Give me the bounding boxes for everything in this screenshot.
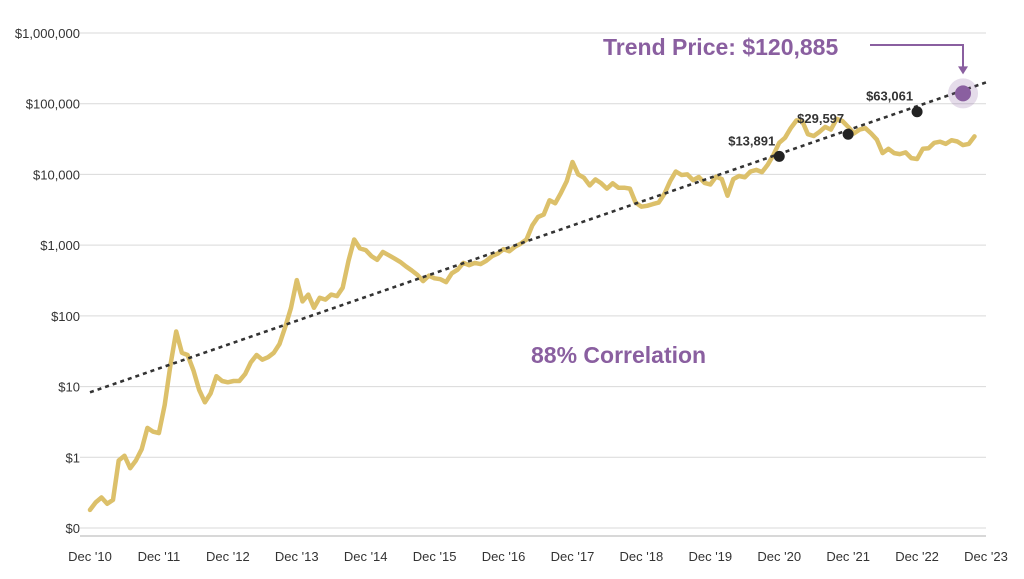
x-tick-label: Dec '13 bbox=[275, 549, 319, 564]
x-tick-label: Dec '23 bbox=[964, 549, 1008, 564]
x-tick-label: Dec '10 bbox=[68, 549, 112, 564]
trend-line bbox=[89, 81, 987, 394]
headline-annotation: Trend Price: $120,885 bbox=[603, 34, 838, 60]
x-tick-label: Dec '16 bbox=[482, 549, 526, 564]
y-tick-label: $1,000 bbox=[40, 238, 80, 253]
x-tick-label: Dec '14 bbox=[344, 549, 388, 564]
price-line bbox=[87, 116, 977, 513]
y-tick-label: $0 bbox=[66, 521, 80, 536]
headline-connector bbox=[870, 44, 964, 69]
x-tick-label: Dec '19 bbox=[688, 549, 732, 564]
y-tick-label: $10,000 bbox=[33, 167, 80, 182]
trend-marker-label: $13,891 bbox=[728, 133, 775, 148]
trend-marker-label: $29,597 bbox=[797, 111, 844, 126]
y-tick-label: $1,000,000 bbox=[15, 26, 80, 41]
trend-marker-label: $63,061 bbox=[866, 89, 913, 104]
x-tick-label: Dec '12 bbox=[206, 549, 250, 564]
x-tick-label: Dec '20 bbox=[757, 549, 801, 564]
x-tick-label: Dec '15 bbox=[413, 549, 457, 564]
x-axis: Dec '10 Dec '11 Dec '12 Dec '13 Dec '14 Dec '… bbox=[68, 535, 1008, 564]
y-tick-label: $10 bbox=[58, 380, 80, 395]
y-tick-label: $100 bbox=[51, 309, 80, 324]
annotations-layer: Trend Price: $120,885 88% Correlation bbox=[531, 34, 838, 368]
y-tick-label: $1 bbox=[66, 450, 80, 465]
x-tick-label: Dec '11 bbox=[138, 549, 181, 564]
correlation-annotation: 88% Correlation bbox=[531, 342, 706, 368]
highlight-marker bbox=[955, 85, 972, 102]
y-axis: $1,000,000 $100,000 $10,000 $1,000 $100 $10 $1… bbox=[15, 26, 80, 536]
series-layer bbox=[87, 81, 987, 513]
x-tick-label: Dec '18 bbox=[620, 549, 664, 564]
markers-layer: $13,891 $29,597 $63,061 bbox=[728, 44, 979, 162]
trend-marker bbox=[773, 150, 785, 162]
x-tick-label: Dec '21 bbox=[826, 549, 870, 564]
x-tick-label: Dec '17 bbox=[551, 549, 595, 564]
arrow-head-icon bbox=[958, 66, 969, 75]
y-tick-label: $100,000 bbox=[26, 97, 80, 112]
trend-marker bbox=[842, 128, 854, 140]
grid-lines bbox=[80, 32, 986, 529]
trend-marker bbox=[911, 106, 923, 118]
x-tick-label: Dec '22 bbox=[895, 549, 939, 564]
